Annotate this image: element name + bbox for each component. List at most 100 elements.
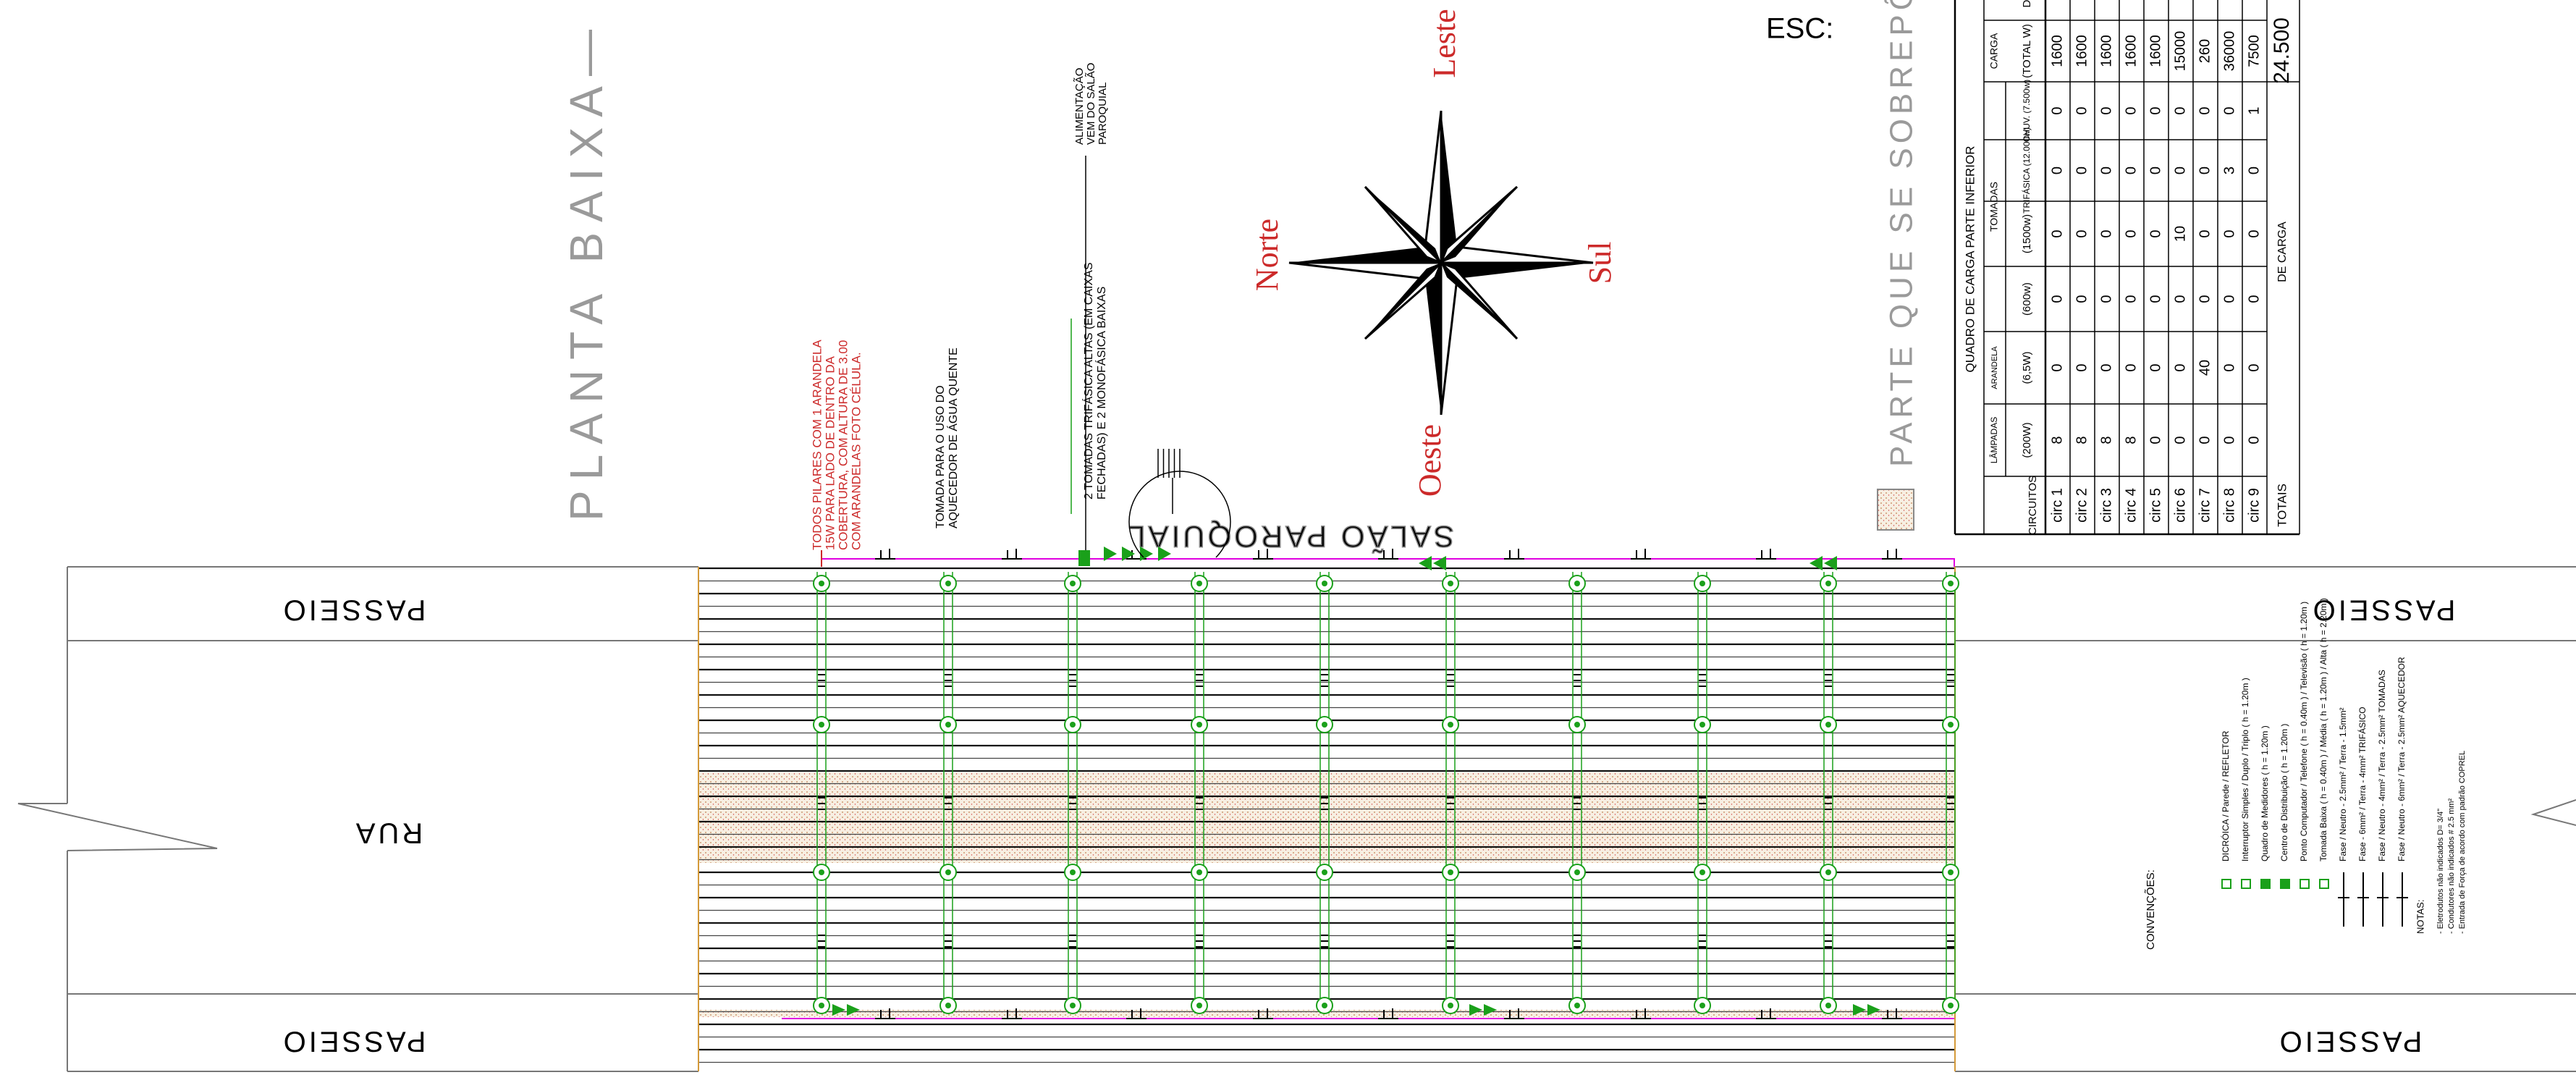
outlet-note: FECHADAS) E 2 MONOFÁSICA BAIXAS <box>1094 287 1108 499</box>
pillar-note: TODOS PILARES COM 1 ARANDELA <box>810 340 824 550</box>
light-fixture-core <box>1322 581 1327 586</box>
table-cell: 0 <box>2148 166 2163 174</box>
row-label: circ 7 <box>2197 488 2213 523</box>
row-label: circ 9 <box>2246 488 2262 523</box>
table-cell: 1600 <box>2123 35 2139 67</box>
total-value: 24.500 <box>2270 17 2294 84</box>
light-fixture-core <box>945 722 951 728</box>
table-cell: 0 <box>2246 363 2262 371</box>
hatched-strip <box>698 772 1955 863</box>
supply-note: VEM DO SALÃO <box>1085 63 1097 145</box>
light-fixture-core <box>1448 722 1453 728</box>
legend-symbol <box>2319 879 2329 889</box>
light-fixture-core <box>1322 869 1327 875</box>
light-fixture-core <box>1322 1003 1327 1008</box>
table-group: LÂMPADAS <box>1988 417 1999 463</box>
outlet-symbol <box>1158 547 1171 561</box>
row-label: circ 2 <box>2074 488 2090 523</box>
overlap-label: PARTE QUE SE SOBREPÕEM <box>1883 0 1920 467</box>
table-cell: 0 <box>2221 229 2237 237</box>
plan-title: PLANTA BAIXA— <box>560 20 612 521</box>
table-cell: 0 <box>2098 166 2114 174</box>
table-cell: 0 <box>2221 106 2237 114</box>
light-fixture-core <box>1196 869 1202 875</box>
table-cell: 0 <box>2049 106 2065 114</box>
table-cell: 0 <box>2098 106 2114 114</box>
table-cell: 40 <box>2197 360 2213 376</box>
light-fixture-core <box>1070 722 1076 728</box>
outlet-symbol <box>1867 1004 1880 1016</box>
table-cell: 1600 <box>2074 35 2090 67</box>
table-cell: 0 <box>2148 229 2163 237</box>
outlet-symbol <box>847 1004 860 1016</box>
row-label: circ 5 <box>2148 488 2163 523</box>
light-fixture-core <box>1070 869 1076 875</box>
sidewalk-label: PASSEIO <box>281 1025 426 1057</box>
light-fixture-core <box>1699 869 1705 875</box>
table-cell: 0 <box>2098 363 2114 371</box>
table-cell: 0 <box>2197 106 2213 114</box>
column-header: CIRCUITOS <box>2027 476 2039 535</box>
light-fixture-core <box>819 722 824 728</box>
legend-item: Fase / Neutro - 2.5mm² / Terra - 1.5mm² <box>2338 708 2348 862</box>
table-cell: 0 <box>2098 229 2114 237</box>
table-cell: 8 <box>2074 436 2090 444</box>
compass-north: Norte <box>1249 219 1285 291</box>
legend-item: Centro de Distribuição ( h = 1.20m ) <box>2279 724 2289 861</box>
table-cell: 0 <box>2123 229 2139 237</box>
light-fixture-core <box>1699 1003 1705 1008</box>
table-cell: 8 <box>2098 436 2114 444</box>
table-cell: 0 <box>2123 363 2139 371</box>
table-cell: 0 <box>2074 106 2090 114</box>
table-cell: 0 <box>2123 166 2139 174</box>
table-cell: 0 <box>2197 295 2213 303</box>
table-cell: 36000 <box>2221 31 2237 72</box>
table-cell: 0 <box>2148 363 2163 371</box>
compass-rose <box>1288 110 1594 416</box>
outlet-symbol <box>1419 556 1432 570</box>
light-fixture-core <box>1574 869 1580 875</box>
table-group: CARGA <box>1988 33 2000 69</box>
light-fixture-core <box>945 869 951 875</box>
legend-symbol <box>2260 879 2271 889</box>
table-cell: 0 <box>2221 295 2237 303</box>
sidewalk-label: PASSEIO <box>281 594 426 625</box>
table-cell: 0 <box>2197 166 2213 174</box>
legend: CONVENÇÕES: DICRÓICA / Parede / REFLETOR I… <box>2145 598 2467 950</box>
heater-note: TOMADA PARA O USO DO <box>934 385 947 528</box>
table-cell: 0 <box>2246 166 2262 174</box>
table-cell: 0 <box>2049 363 2065 371</box>
table-cell: 0 <box>2074 229 2090 237</box>
notes: TODOS PILARES COM 1 ARANDELA 15W PARA LAD… <box>810 63 1108 550</box>
table-cell: 3 <box>2221 166 2237 174</box>
table-cell: 0 <box>2221 436 2237 444</box>
table-cell: 0 <box>2123 295 2139 303</box>
light-fixture-core <box>1070 1003 1076 1008</box>
legend-item: Fase / Neutro - 6mm² / Terra - 2.5mm² AQ… <box>2396 657 2407 861</box>
row-label: circ 4 <box>2123 488 2139 523</box>
legend-symbol <box>2280 879 2290 889</box>
outlet-symbol <box>1122 547 1135 561</box>
building-label: SALÃO PAROQUIAL <box>1126 520 1454 554</box>
light-fixture-core <box>1948 722 1954 728</box>
row-label: circ 6 <box>2172 488 2188 523</box>
light-fixture-core <box>819 1003 824 1008</box>
light-fixture-core <box>1948 869 1954 875</box>
row-label: circ 3 <box>2098 488 2114 523</box>
legend-note: - Entrada de Força de acordo com padrão … <box>2458 751 2467 934</box>
light-fixture-core <box>819 869 824 875</box>
street-label: RUA <box>353 817 423 848</box>
legend-notes-title: NOTAS: <box>2415 900 2425 934</box>
light-fixture-core <box>1574 722 1580 728</box>
light-fixture-core <box>1699 722 1705 728</box>
table-cell: 0 <box>2074 166 2090 174</box>
legend-title: CONVENÇÕES: <box>2145 869 2157 950</box>
light-fixture-core <box>1196 581 1202 586</box>
outlet-symbol <box>1469 1004 1482 1016</box>
legend-item: DICRÓICA / Parede / REFLETOR <box>2220 730 2231 861</box>
compass-west: Oeste <box>1412 424 1448 497</box>
table-cell: 0 <box>2172 363 2188 371</box>
light-fixture-core <box>1448 1003 1453 1008</box>
outlet-symbol <box>1809 556 1823 570</box>
